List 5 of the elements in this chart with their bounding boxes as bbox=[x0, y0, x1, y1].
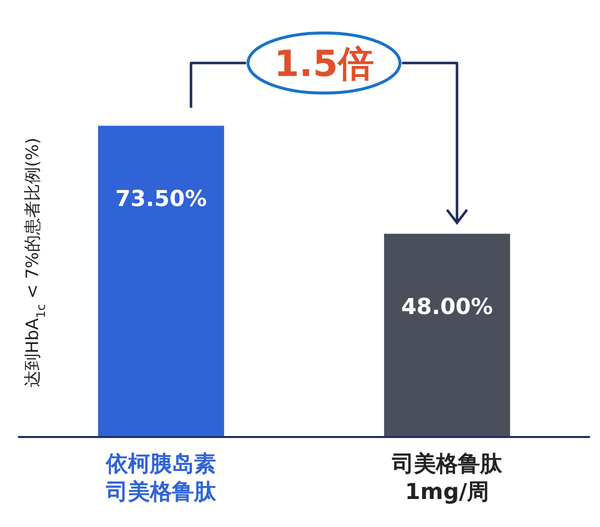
x-tick-label: 依柯胰岛素司美格鲁肽 bbox=[105, 452, 217, 505]
data-label: 48.00% bbox=[401, 294, 493, 320]
data-label: 73.50% bbox=[115, 186, 207, 212]
x-tick-label: 司美格鲁肽1mg/周 bbox=[391, 451, 503, 505]
text: 1.5倍 bbox=[274, 44, 374, 85]
